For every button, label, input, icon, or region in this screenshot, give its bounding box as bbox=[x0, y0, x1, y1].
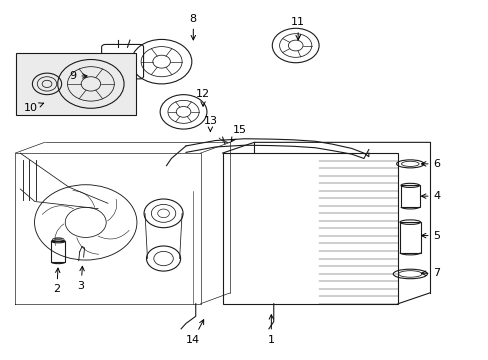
Text: 9: 9 bbox=[69, 71, 87, 81]
Text: 11: 11 bbox=[290, 17, 305, 40]
Text: 12: 12 bbox=[196, 89, 210, 106]
Text: 8: 8 bbox=[189, 14, 197, 40]
Text: 15: 15 bbox=[231, 125, 246, 142]
Text: 13: 13 bbox=[203, 116, 217, 132]
Text: 5: 5 bbox=[421, 231, 440, 240]
Text: 6: 6 bbox=[421, 159, 440, 169]
Text: 2: 2 bbox=[53, 268, 60, 294]
Text: 3: 3 bbox=[78, 266, 84, 291]
Text: 14: 14 bbox=[186, 320, 203, 345]
Text: 1: 1 bbox=[267, 315, 274, 345]
Text: 4: 4 bbox=[421, 191, 440, 201]
Bar bbox=[16, 53, 136, 116]
Bar bbox=[400, 185, 419, 207]
Text: 7: 7 bbox=[421, 268, 440, 278]
Text: 10: 10 bbox=[24, 103, 43, 113]
Bar bbox=[222, 153, 397, 304]
Bar bbox=[51, 241, 65, 262]
Bar bbox=[399, 222, 420, 253]
